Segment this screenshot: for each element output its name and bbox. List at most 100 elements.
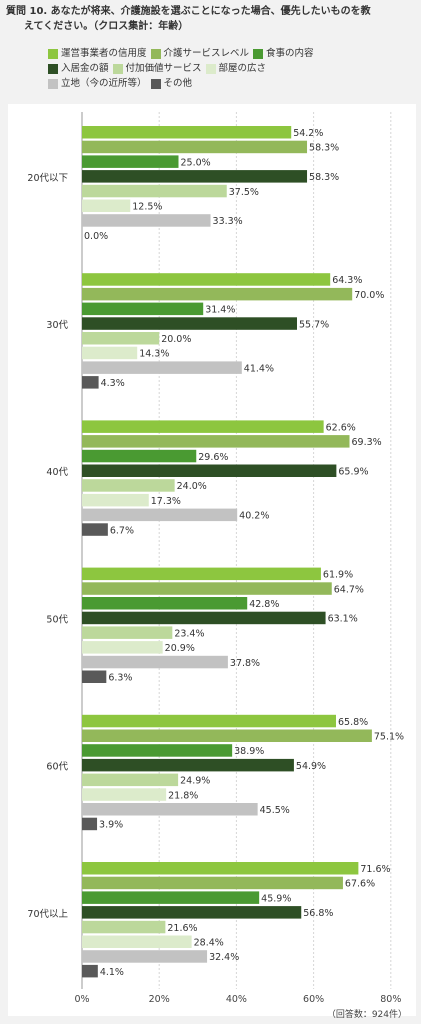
- legend-label-4: 付加価値サービス: [125, 63, 202, 74]
- bar-2-4: [82, 479, 175, 492]
- bar-3-5: [82, 641, 163, 654]
- bar-value-label-5-3: 56.8%: [303, 908, 333, 919]
- bar-value-label-5-5: 28.4%: [194, 938, 224, 949]
- legend-item-0: 運営事業者の信用度: [48, 46, 147, 61]
- bar-0-3: [82, 170, 308, 183]
- bar-value-label-1-3: 55.7%: [299, 319, 329, 330]
- bar-value-label-4-1: 75.1%: [374, 732, 404, 743]
- bar-value-label-0-1: 58.3%: [309, 143, 339, 154]
- bar-4-0: [82, 714, 336, 728]
- chart-title: 質問 10. あなたが将来、介護施設を選ぶことになった場合、優先したいものを教 …: [6, 4, 418, 34]
- bar-4-2: [82, 744, 233, 757]
- bar-value-label-1-1: 70.0%: [354, 290, 384, 301]
- bar-2-2: [82, 449, 197, 463]
- legend-swatch-0: [48, 48, 58, 59]
- bar-value-label-5-6: 32.4%: [209, 952, 239, 963]
- bar-value-label-0-0: 54.2%: [293, 128, 323, 139]
- legend-label-1: 介護サービスレベル: [163, 48, 250, 59]
- bar-1-5: [82, 346, 138, 360]
- legend-item-7: その他: [150, 76, 193, 91]
- bar-3-2: [82, 597, 248, 610]
- bar-2-3: [82, 464, 337, 477]
- legend-row-3: 立地（今の近所等） その他: [48, 76, 408, 91]
- bar-4-5: [82, 788, 167, 801]
- bar-2-1: [82, 435, 350, 448]
- bar-3-3: [82, 611, 326, 625]
- bar-chart: 0% 20% 40% 60% 80% 20代以下 54.2% 58.3% 25.0% 58.3% 3…: [27, 112, 404, 1005]
- bar-5-4: [82, 920, 166, 934]
- bar-2-0: [82, 420, 324, 433]
- title-line-2: えてください。（クロス集計：年齢）: [24, 21, 189, 32]
- bar-value-label-4-7: 3.9%: [99, 820, 123, 831]
- bar-value-label-2-1: 69.3%: [351, 437, 381, 448]
- legend-item-6: 立地（今の近所等）: [48, 76, 147, 91]
- bar-4-1: [82, 729, 372, 742]
- bar-value-label-3-7: 6.3%: [108, 673, 132, 684]
- legend-item-3: 入居金の額: [48, 61, 109, 76]
- bar-5-5: [82, 935, 192, 948]
- bar-1-0: [82, 273, 331, 286]
- bar-1-2: [82, 302, 204, 316]
- legend: 運営事業者の信用度 介護サービスレベル 食事の内容 入居金の額 付加価値サービス…: [48, 46, 408, 91]
- x-tick-label-3: 60%: [303, 994, 324, 1005]
- bar-5-2: [82, 891, 260, 904]
- bar-0-4: [82, 184, 227, 198]
- bar-value-label-1-7: 4.3%: [101, 378, 125, 389]
- bar-5-0: [82, 862, 359, 875]
- bar-value-label-1-0: 64.3%: [332, 275, 362, 286]
- bar-3-7: [82, 670, 107, 683]
- bar-value-label-1-5: 14.3%: [139, 349, 169, 360]
- bar-value-label-4-0: 65.8%: [338, 717, 368, 728]
- bar-5-3: [82, 906, 302, 919]
- x-tick-label-0: 0%: [74, 994, 89, 1005]
- bar-5-7: [82, 964, 98, 978]
- bar-0-0: [82, 126, 292, 139]
- bar-0-1: [82, 140, 308, 154]
- bar-value-label-3-4: 23.4%: [174, 628, 204, 639]
- legend-swatch-2: [253, 48, 264, 59]
- legend-swatch-4: [112, 63, 123, 74]
- bar-value-label-5-7: 4.1%: [100, 967, 124, 978]
- x-tick-label-2: 40%: [226, 994, 247, 1005]
- bar-3-6: [82, 655, 228, 669]
- plot-area: 0% 20% 40% 60% 80% 20代以下 54.2% 58.3% 25.0% 58.3% 3…: [8, 104, 416, 1016]
- bar-1-3: [82, 317, 298, 330]
- bar-1-1: [82, 287, 353, 301]
- bar-value-label-5-2: 45.9%: [261, 893, 291, 904]
- bar-3-1: [82, 582, 332, 595]
- legend-label-6: 立地（今の近所等）: [61, 78, 147, 89]
- category-label-2: 40代: [46, 467, 68, 478]
- legend-swatch-3: [48, 63, 58, 74]
- bar-value-label-2-4: 24.0%: [177, 481, 207, 492]
- bar-value-label-4-3: 54.9%: [296, 761, 326, 772]
- bar-4-4: [82, 773, 179, 787]
- bar-value-label-2-6: 40.2%: [239, 511, 269, 522]
- x-tick-label-4: 80%: [380, 994, 401, 1005]
- bar-1-6: [82, 361, 242, 374]
- bar-2-5: [82, 493, 149, 507]
- bar-value-label-0-4: 37.5%: [229, 187, 259, 198]
- bar-value-label-5-4: 21.6%: [167, 923, 197, 934]
- legend-label-5: 部屋の広さ: [218, 63, 267, 74]
- bar-1-4: [82, 332, 160, 345]
- bar-value-label-4-6: 45.5%: [260, 805, 290, 816]
- bar-2-6: [82, 508, 238, 522]
- bar-4-7: [82, 817, 98, 831]
- bar-value-label-0-5: 12.5%: [132, 202, 162, 213]
- category-label-4: 60代: [46, 762, 68, 773]
- bar-value-label-2-2: 29.6%: [198, 452, 228, 463]
- bar-value-label-2-7: 6.7%: [110, 525, 134, 536]
- bar-0-2: [82, 155, 179, 168]
- bar-value-label-2-3: 65.9%: [338, 467, 368, 478]
- bar-0-6: [82, 214, 211, 227]
- legend-swatch-5: [205, 63, 216, 74]
- bar-value-label-0-3: 58.3%: [309, 172, 339, 183]
- bar-value-label-3-1: 64.7%: [334, 584, 364, 595]
- bar-value-label-4-4: 24.9%: [180, 776, 210, 787]
- bar-3-0: [82, 567, 321, 581]
- bar-value-label-4-5: 21.8%: [168, 790, 198, 801]
- legend-label-7: その他: [163, 78, 193, 89]
- legend-label-3: 入居金の額: [61, 63, 109, 74]
- bar-value-label-0-6: 33.3%: [213, 216, 243, 227]
- title-line-1: 質問 10. あなたが将来、介護施設を選ぶことになった場合、優先したいものを教: [6, 6, 371, 17]
